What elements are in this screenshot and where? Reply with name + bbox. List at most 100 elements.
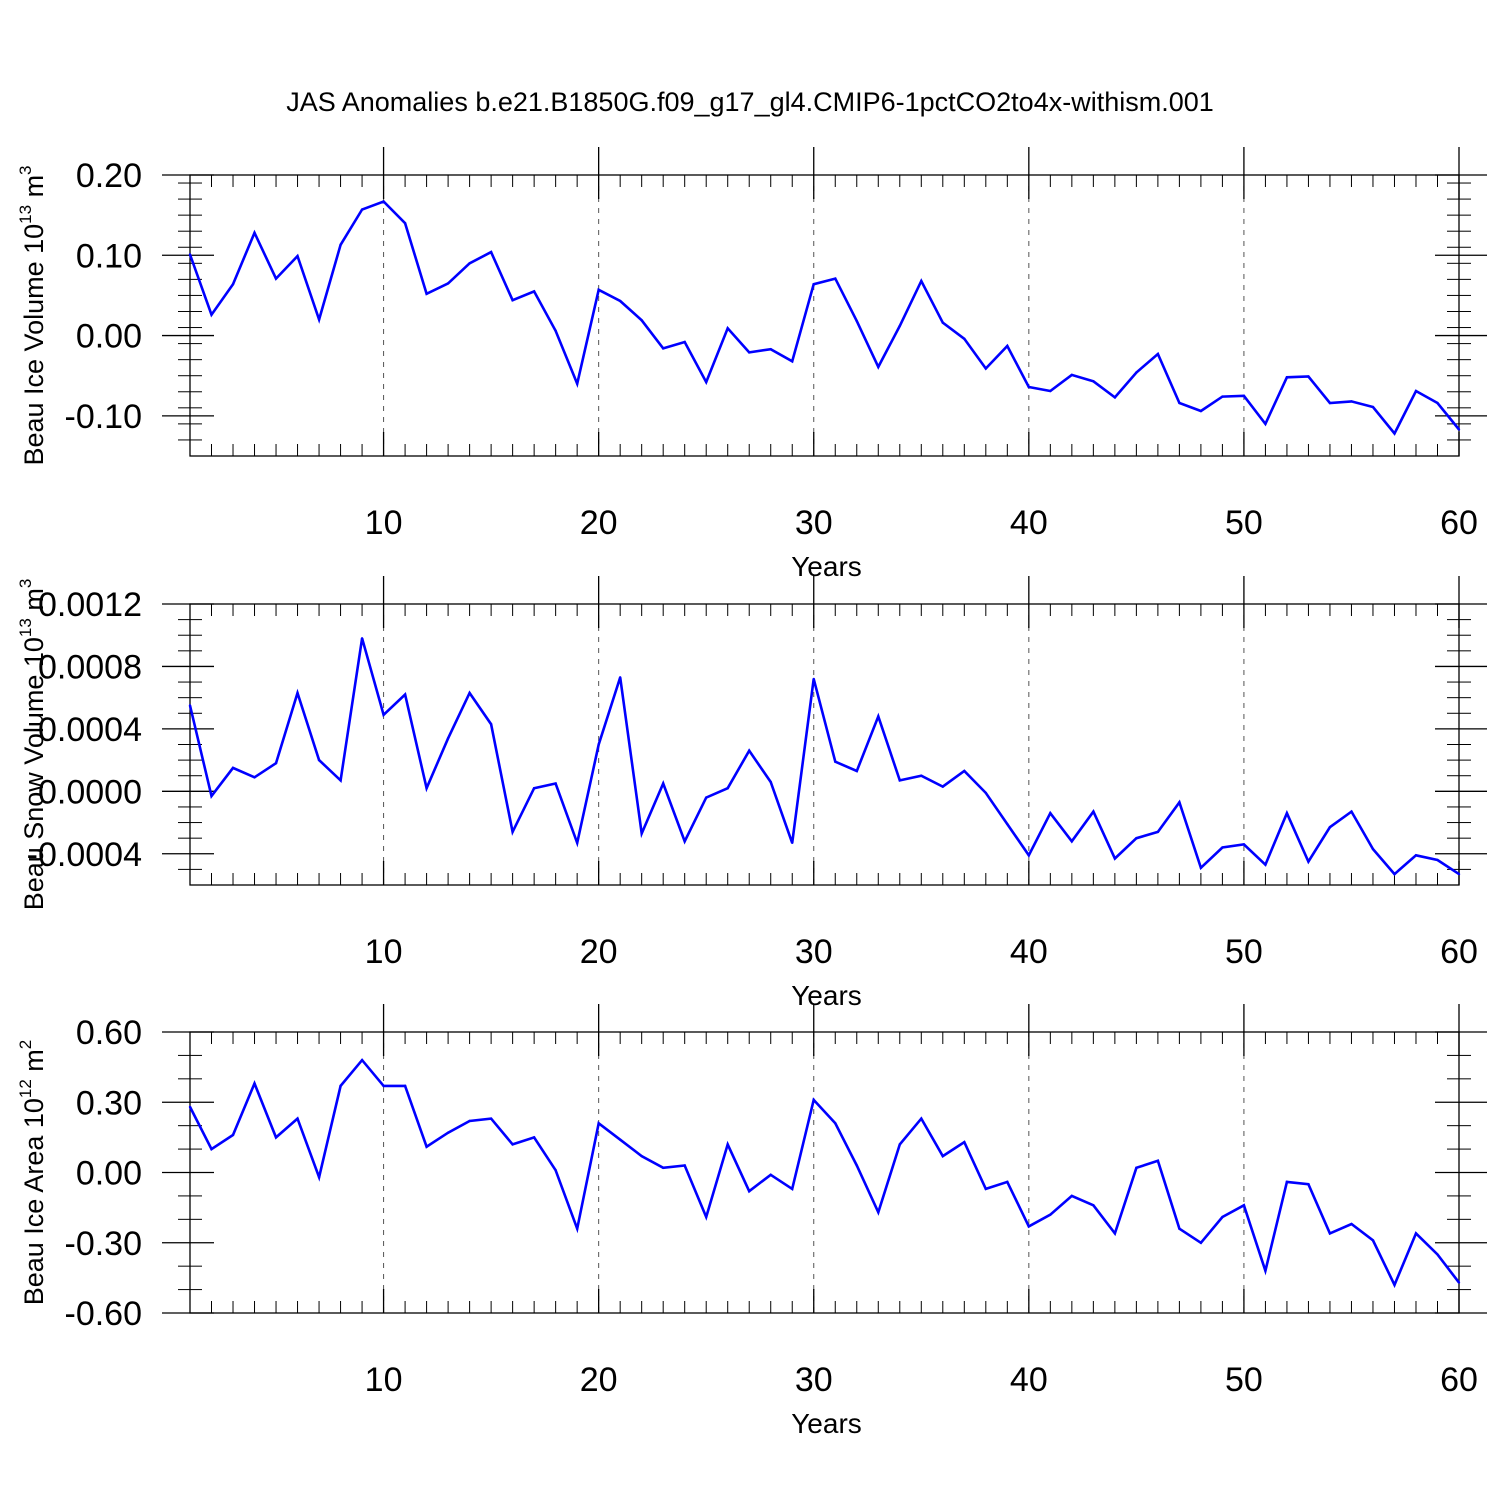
data-point [1113, 396, 1117, 399]
data-point [231, 1133, 235, 1137]
data-point [834, 1122, 837, 1125]
x-tick-label: 20 [580, 504, 618, 542]
data-point [382, 713, 385, 717]
data-point [210, 1147, 213, 1151]
data-point [1199, 866, 1203, 870]
data-point [941, 321, 944, 324]
data-point [511, 830, 514, 834]
data-point [769, 780, 772, 784]
data-point [446, 282, 450, 285]
x-axis-label: Years [791, 980, 862, 1011]
data-point [231, 282, 235, 286]
data-point [1199, 1241, 1203, 1244]
data-point [640, 832, 643, 835]
data-point [468, 691, 471, 695]
y-tick-label: 0.0012 [38, 586, 142, 624]
x-tick-label: 30 [795, 1361, 833, 1399]
data-point [274, 762, 278, 765]
data-point [274, 277, 278, 280]
data-point [554, 329, 557, 332]
plot-frame [189, 603, 1460, 886]
data-point [640, 1154, 643, 1158]
data-point [1070, 373, 1074, 377]
data-point [597, 1122, 600, 1125]
data-point [1156, 830, 1160, 834]
y-axis-label: Beau Ice Volume 1013 m3 [16, 165, 49, 465]
data-point [1307, 860, 1310, 863]
data-point [253, 231, 256, 235]
data-point [446, 737, 450, 740]
x-tick-label: 60 [1440, 1361, 1478, 1399]
data-point [425, 292, 428, 296]
chart-panel-3: 10 20 30 40 50 60 -0.60 -0.30 0.00 0.30 0.60 Years B… [16, 1004, 1487, 1439]
data-point [1457, 872, 1461, 876]
data-point [382, 200, 385, 203]
y-tick-label: -0.60 [65, 1295, 143, 1333]
data-point [1350, 1222, 1353, 1226]
data-point [855, 319, 858, 323]
data-point [1457, 428, 1461, 431]
data-point [403, 221, 407, 225]
data-point [877, 365, 880, 369]
data-point [468, 262, 471, 265]
data-point [210, 794, 213, 798]
data-point [253, 1082, 256, 1085]
data-point [532, 787, 536, 790]
data-point [748, 749, 751, 752]
data-point [748, 351, 751, 354]
data-point [705, 1215, 708, 1219]
data-point [575, 382, 579, 385]
data-point [984, 1187, 988, 1191]
data-point [1393, 1283, 1396, 1287]
data-point [253, 776, 256, 779]
data-point [296, 1117, 299, 1120]
x-axis-label: Years [791, 1408, 862, 1439]
data-point [726, 1143, 729, 1146]
data-point [1006, 1180, 1009, 1184]
data-point [360, 637, 364, 640]
data-point [1414, 1232, 1418, 1235]
data-point [941, 785, 944, 788]
data-point [618, 299, 622, 303]
y-tick-label: 0.0000 [38, 773, 142, 811]
data-point [532, 1136, 536, 1139]
y-axis-label: Beau Ice Area 1012 m2 [16, 1040, 49, 1306]
data-point [1242, 394, 1246, 397]
data-point [317, 318, 321, 321]
data-point [1135, 1166, 1138, 1170]
data-point [791, 1187, 794, 1191]
data-point [984, 367, 988, 370]
data-point [963, 337, 966, 340]
data-point [468, 1119, 471, 1123]
y-tick-label: 0.30 [76, 1084, 142, 1122]
data-point [812, 677, 815, 681]
data-point [296, 691, 299, 695]
data-point [769, 1173, 772, 1177]
data-point [403, 693, 407, 696]
data-point [1221, 1215, 1224, 1219]
data-point [597, 743, 600, 746]
data-point [1221, 846, 1224, 849]
data-point [1393, 872, 1396, 876]
data-point [1371, 847, 1375, 851]
data-point [360, 208, 364, 211]
x-tick-label: 50 [1225, 1361, 1263, 1399]
data-point [532, 290, 536, 293]
data-point [1328, 1232, 1332, 1235]
data-point [1070, 840, 1074, 843]
y-tick-label: -0.30 [65, 1225, 143, 1263]
x-tick-label: 20 [580, 933, 618, 971]
chart-panel-2: 10 20 30 40 50 60 -0.0004 0.0000 0.0004 0.0008 0.0… [16, 576, 1487, 1011]
data-point [188, 1105, 192, 1109]
data-point [339, 779, 342, 782]
data-point [296, 254, 299, 258]
data-point [1350, 400, 1353, 403]
x-tick-label: 40 [1010, 504, 1048, 542]
series-line [188, 1058, 1461, 1289]
data-point [403, 1084, 407, 1088]
data-point [1285, 811, 1289, 815]
data-point [661, 347, 665, 350]
data-point [446, 1131, 450, 1134]
data-point [554, 782, 557, 785]
data-point [1307, 375, 1310, 378]
